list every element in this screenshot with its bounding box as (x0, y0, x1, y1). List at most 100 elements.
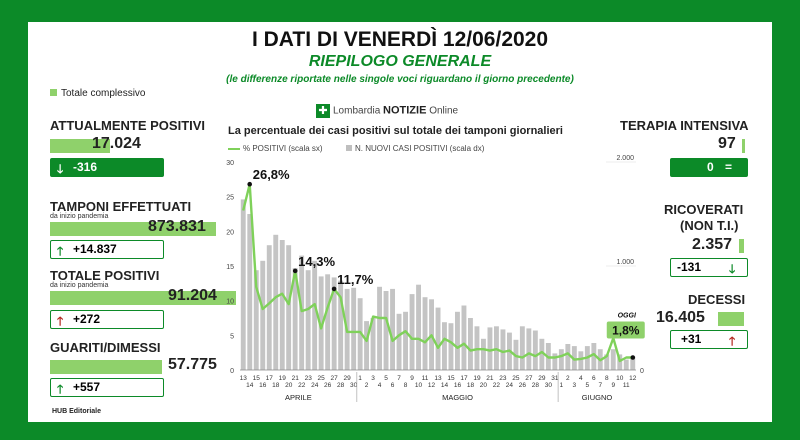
positivity-line (242, 182, 633, 363)
bar-swatch-icon (346, 145, 352, 151)
data-bar (461, 305, 467, 370)
data-bar (604, 354, 610, 370)
y-left-tick-label: 0 (230, 368, 234, 375)
data-bar (552, 353, 558, 370)
month-label: GIUGNO (582, 393, 613, 402)
x-tick-label: 9 (611, 382, 615, 389)
x-tick-label: 3 (572, 382, 576, 389)
data-bar (610, 349, 616, 370)
arrow-down-green-icon: 🡓 (729, 262, 736, 276)
terapia-bar (742, 139, 745, 153)
x-tick-label: 4 (378, 382, 382, 389)
data-bar (253, 270, 259, 370)
x-tick-label: 27 (525, 375, 533, 382)
annotation-dot (331, 286, 337, 292)
publisher-credit: HUB Editoriale (52, 408, 102, 415)
x-tick-label: 23 (499, 375, 507, 382)
data-bar (390, 288, 395, 370)
data-bar (247, 214, 253, 370)
arrow-up-icon: 🡑 (57, 382, 64, 396)
series-legend-line: % POSITIVI (scala sx) (228, 144, 323, 153)
equals-icon: = (725, 160, 733, 174)
x-tick-label: 2 (566, 375, 570, 382)
data-bar (305, 270, 311, 370)
line-swatch-icon (228, 147, 240, 150)
annotation-dot (630, 355, 636, 360)
decessi-delta-badge: +31 🡑 (670, 330, 748, 349)
positivi-value: 17.024 (92, 135, 141, 152)
totale-positivi-bar (50, 291, 236, 305)
y-left-tick-label: 20 (226, 229, 234, 236)
x-tick-label: 7 (397, 375, 401, 382)
data-bar (299, 255, 305, 370)
x-tick-label: 16 (454, 382, 462, 389)
month-label: APRILE (285, 393, 312, 402)
totale-positivi-value: 91.204 (168, 287, 217, 304)
totale-delta-badge: 🡑 +272 (50, 310, 164, 329)
annotation-label: 11,7% (337, 272, 374, 287)
data-bar (318, 276, 324, 370)
decessi-bar (718, 312, 744, 326)
totale-positivi-sublabel: da inizio pandemia (50, 282, 109, 289)
today-tag: OGGI (618, 313, 637, 320)
x-tick-label: 2 (365, 382, 369, 389)
data-bar (331, 277, 337, 370)
terapia-delta-badge: 0 = (670, 158, 748, 177)
arrow-up-red-icon: 🡑 (729, 334, 736, 348)
data-bar (519, 326, 525, 370)
data-bar (468, 318, 473, 370)
terapia-value: 97 (718, 135, 736, 152)
data-bar (617, 354, 623, 370)
x-tick-label: 30 (350, 382, 358, 389)
brand-logo: ✚ Lombardia NOTIZIE Online (316, 104, 458, 118)
x-tick-label: 28 (337, 382, 345, 389)
data-bar (435, 307, 441, 370)
x-tick-label: 1 (358, 375, 362, 382)
x-tick-label: 31 (551, 375, 559, 382)
x-tick-label: 30 (545, 382, 553, 389)
x-tick-label: 15 (447, 375, 455, 382)
data-bar (409, 294, 415, 370)
totale-positivi-label: TOTALE POSITIVI (50, 268, 160, 283)
data-bar (312, 260, 318, 370)
data-bar (396, 313, 402, 370)
annotation-label: 14,3% (298, 254, 335, 269)
x-tick-label: 4 (579, 375, 583, 382)
annotation-label: 26,8% (253, 167, 290, 182)
ricoverati-delta-badge: -131 🡓 (670, 258, 748, 277)
data-bar (286, 245, 292, 370)
x-tick-label: 16 (259, 382, 267, 389)
x-tick-label: 24 (311, 382, 319, 389)
data-bar (266, 245, 272, 370)
data-bar (565, 344, 571, 370)
ricoverati-bar (739, 239, 744, 253)
ricoverati-label: RICOVERATI (664, 202, 744, 217)
tamponi-bar (50, 222, 216, 236)
data-bar (364, 321, 369, 370)
data-bar (416, 284, 421, 370)
x-tick-label: 21 (292, 375, 300, 382)
x-tick-label: 1 (559, 382, 563, 389)
x-tick-label: 11 (422, 375, 429, 382)
chart-title: La percentuale dei casi positivi sul tot… (228, 125, 563, 137)
data-bar (383, 291, 389, 370)
data-bar (532, 330, 538, 370)
guariti-delta-badge: 🡑 +557 (50, 378, 164, 397)
positivi-bar (50, 139, 110, 153)
annotation-label: 1,8% (612, 324, 640, 338)
data-bar (422, 297, 428, 370)
x-tick-label: 27 (330, 375, 338, 382)
x-tick-label: 6 (391, 382, 395, 389)
x-tick-label: 25 (512, 375, 520, 382)
legend-total: Totale complessivo (50, 88, 145, 99)
header-note: (le differenze riportate nelle singole v… (226, 74, 574, 85)
annotation-dot (247, 181, 252, 187)
data-bar (500, 329, 506, 370)
terapia-label: TERAPIA INTENSIVA (620, 118, 749, 133)
data-bar (279, 240, 285, 370)
guariti-label: GUARITI/DIMESSI (50, 340, 161, 355)
legend-square-icon (50, 89, 57, 96)
data-bar (578, 351, 584, 370)
tamponi-label: TAMPONI EFFETTUATI (50, 199, 192, 214)
x-tick-label: 13 (434, 375, 442, 382)
